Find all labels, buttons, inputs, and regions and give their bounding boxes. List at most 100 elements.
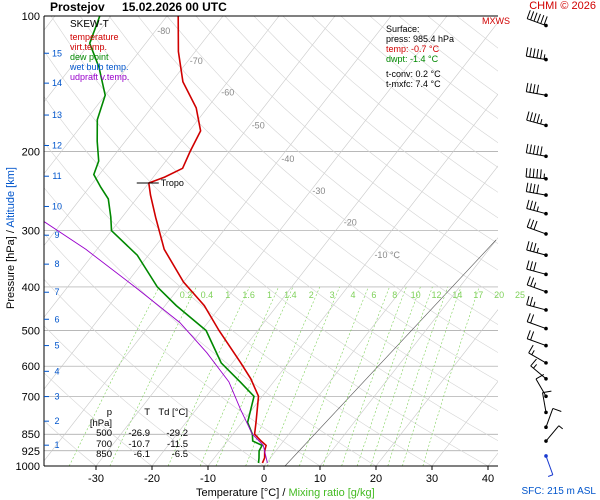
mixing-ratio-label: 0.4 [201,290,214,300]
dry-adiabat [44,50,498,442]
wind-barb-staff [542,392,547,413]
pressure-tick-label: 200 [22,146,40,158]
wind-barb-feather [536,114,540,124]
mixing-ratio-label: 25 [515,290,525,300]
wind-barb [525,168,548,181]
wind-barb-feather [530,11,535,21]
mixing-ratio-label: 4 [350,290,355,300]
wind-barb-feather [529,112,533,122]
pressure-tick-label: 300 [22,226,40,238]
altitude-tick-label: 3 [54,392,59,402]
surface-heading: Surface: [386,24,420,34]
wind-barb-feather [532,183,536,193]
mixing-ratio-line [356,286,421,466]
wind-barb-feather [530,219,535,229]
wind-barb-feather [529,296,533,306]
table-header: T [144,407,150,418]
wind-barb [544,407,562,430]
wind-barb-feather [526,218,531,228]
altitude-tick-label: 4 [54,366,59,376]
table-cell: 700 [96,438,112,450]
altitude-tick-label: 1 [54,440,59,450]
dry-adiabat [108,16,498,353]
wind-barb-dot [544,211,548,216]
wind-barb-feather [543,16,548,26]
wind-barb [526,276,548,294]
wind-barb-feather [526,313,531,322]
table-cell: -10.7 [128,438,150,450]
legend-item-updraft: udpraft v.temp. [70,72,130,82]
mixing-ratio-label: 10 [411,290,421,300]
wind-barb-half-feather [531,350,535,355]
legend-item-dew-point: dew point [70,52,109,62]
mixing-ratio-line [322,286,390,466]
isotherm-label: -50 [252,120,265,130]
mixing-ratio-line [167,286,250,466]
wind-barb [526,10,548,28]
wind-barb-dot [544,123,548,128]
wind-barb-staff [527,226,547,235]
wind-barb-feather [536,184,539,194]
table-cell: -11.5 [167,438,188,450]
chart-title: Prostejov 15.02.2026 00 UTC [50,0,241,14]
wind-barb [526,111,548,128]
series-dew-point [88,16,264,464]
altitude-tick-label: 2 [54,416,59,426]
mxws-label: MXWS [482,16,510,26]
chart-legend: SKEW-T temperature virt.temp. dew point … [70,20,130,83]
pressure-tick-label: 925 [22,446,40,458]
wind-barb-feather [528,344,534,354]
wind-barb-half-feather [536,247,539,253]
y-axis-title-press: Pressure [hPa] [4,236,17,309]
wind-barb-feather [532,145,536,155]
isotherm-line [44,16,112,103]
wind-barb-feather [529,83,532,93]
isotherm-line [44,16,280,318]
temperature-tick-label: 30 [426,473,438,485]
wind-barb-feather [536,13,541,23]
wind-barb-staff [526,191,547,196]
isotherm-label: -60 [221,88,234,98]
wind-barb-feather [526,276,531,286]
series-temperature [147,16,267,464]
table-row: 850 -6.1 -6.5 [84,449,188,461]
wind-barb-feather [525,143,529,153]
dry-adiabat [224,16,498,245]
mixing-ratio-line [370,286,433,466]
wind-barb-staff [526,55,547,61]
temperature-tick-label: 10 [314,473,326,485]
table-header-row: p [hPa] T Td [°C] [84,407,188,429]
credit-link[interactable]: CHMI © 2026 [529,0,596,12]
table-cell: -29.2 [166,428,188,439]
wind-barb-feather [533,201,537,211]
wind-barb-feather [525,47,529,57]
altitude-tick-label: 6 [54,314,59,324]
mixing-ratio-label: 2 [309,290,314,300]
isotherm-line [151,21,498,466]
wind-barb [525,82,548,98]
isotherm-line [44,16,336,390]
wind-barb-feather [539,49,543,59]
table-row: 500 -26.9 -29.2 [84,428,188,440]
station-name: Prostejov [50,0,105,14]
isotherm-line [544,16,600,466]
table-cell: -6.5 [171,449,188,460]
mixing-ratio-label: 6 [371,290,376,300]
table-header: p [hPa] [89,407,112,429]
mixing-ratio-label: 12 [431,290,441,300]
wind-barb-feather [529,261,533,271]
isotherm-line [207,93,498,466]
mixing-ratio-label: 20 [494,290,504,300]
wind-barb-half-feather [533,301,536,307]
altitude-tick-label: 9 [54,230,59,240]
wind-barb [526,218,548,236]
dry-adiabat [44,325,209,466]
wind-barb-feather [532,84,536,94]
altitude-tick-label: 10 [52,201,62,211]
tropopause-label: Tropo [161,178,184,188]
wind-barb [525,47,548,62]
table-row: 700 -10.7 -11.5 [84,438,188,451]
wind-barb-dot [544,176,548,181]
wind-barb-feather [530,358,537,367]
mixing-ratio-line [402,286,462,466]
